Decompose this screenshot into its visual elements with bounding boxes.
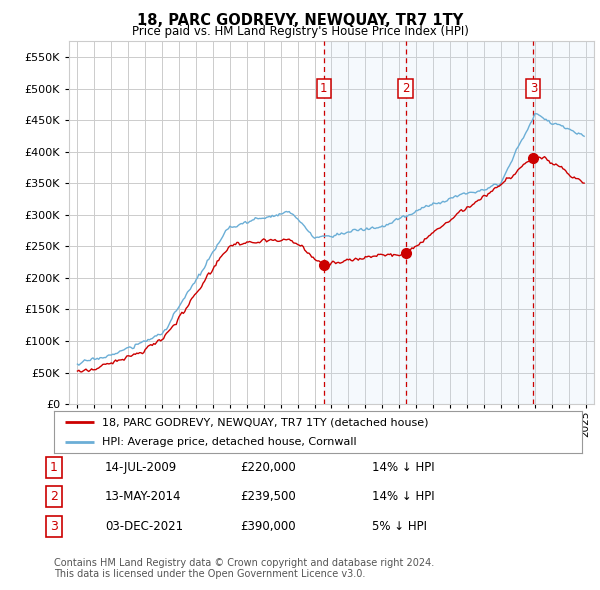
Text: 1: 1 <box>320 82 328 95</box>
Text: 3: 3 <box>530 82 537 95</box>
Text: 14% ↓ HPI: 14% ↓ HPI <box>372 490 434 503</box>
Text: 2: 2 <box>50 490 58 503</box>
Text: 2: 2 <box>402 82 409 95</box>
Text: HPI: Average price, detached house, Cornwall: HPI: Average price, detached house, Corn… <box>101 437 356 447</box>
Text: 13-MAY-2014: 13-MAY-2014 <box>105 490 182 503</box>
Text: £220,000: £220,000 <box>240 461 296 474</box>
Text: Contains HM Land Registry data © Crown copyright and database right 2024.: Contains HM Land Registry data © Crown c… <box>54 558 434 568</box>
Bar <box>406 41 533 404</box>
Text: 3: 3 <box>50 520 58 533</box>
Text: £239,500: £239,500 <box>240 490 296 503</box>
Text: Price paid vs. HM Land Registry's House Price Index (HPI): Price paid vs. HM Land Registry's House … <box>131 25 469 38</box>
Text: 14-JUL-2009: 14-JUL-2009 <box>105 461 177 474</box>
Text: 18, PARC GODREVY, NEWQUAY, TR7 1TY (detached house): 18, PARC GODREVY, NEWQUAY, TR7 1TY (deta… <box>101 417 428 427</box>
Text: 14% ↓ HPI: 14% ↓ HPI <box>372 461 434 474</box>
Text: 5% ↓ HPI: 5% ↓ HPI <box>372 520 427 533</box>
Text: 18, PARC GODREVY, NEWQUAY, TR7 1TY: 18, PARC GODREVY, NEWQUAY, TR7 1TY <box>137 13 463 28</box>
Text: This data is licensed under the Open Government Licence v3.0.: This data is licensed under the Open Gov… <box>54 569 365 579</box>
Bar <box>324 41 406 404</box>
Text: 1: 1 <box>50 461 58 474</box>
Text: £390,000: £390,000 <box>240 520 296 533</box>
Bar <box>533 41 594 404</box>
Text: 03-DEC-2021: 03-DEC-2021 <box>105 520 183 533</box>
